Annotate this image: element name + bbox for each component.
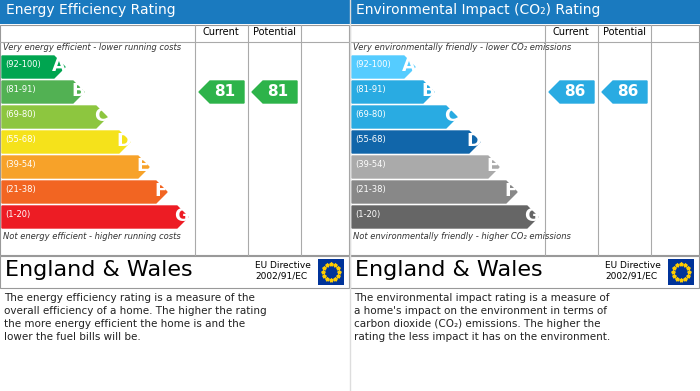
Polygon shape [352, 131, 480, 153]
Polygon shape [352, 156, 499, 178]
Bar [0, 0, 350, 24]
Polygon shape [352, 206, 538, 228]
Bar [0, 25, 349, 255]
Text: 86: 86 [564, 84, 586, 99]
Polygon shape [352, 181, 517, 203]
Text: D: D [116, 132, 132, 150]
Polygon shape [2, 206, 188, 228]
Text: lower the fuel bills will be.: lower the fuel bills will be. [4, 332, 141, 342]
Text: (1-20): (1-20) [5, 210, 30, 219]
Text: The environmental impact rating is a measure of: The environmental impact rating is a mea… [354, 293, 610, 303]
Polygon shape [252, 81, 297, 103]
Text: rating the less impact it has on the environment.: rating the less impact it has on the env… [354, 332, 610, 342]
Polygon shape [2, 156, 149, 178]
Text: overall efficiency of a home. The higher the rating: overall efficiency of a home. The higher… [4, 306, 267, 316]
Text: (55-68): (55-68) [355, 135, 386, 144]
Bar [350, 25, 699, 255]
Text: Current: Current [202, 27, 239, 37]
Polygon shape [2, 81, 84, 103]
Polygon shape [2, 56, 65, 78]
Text: (81-91): (81-91) [355, 85, 386, 94]
Text: Very energy efficient - lower running costs: Very energy efficient - lower running co… [3, 43, 181, 52]
Polygon shape [352, 81, 434, 103]
Text: Not energy efficient - higher running costs: Not energy efficient - higher running co… [3, 232, 181, 241]
Text: EU Directive
2002/91/EC: EU Directive 2002/91/EC [255, 261, 311, 280]
Text: (1-20): (1-20) [355, 210, 380, 219]
Text: a home's impact on the environment in terms of: a home's impact on the environment in te… [354, 306, 607, 316]
Text: carbon dioxide (CO₂) emissions. The higher the: carbon dioxide (CO₂) emissions. The high… [354, 319, 601, 329]
Polygon shape [2, 106, 107, 128]
Text: F: F [505, 182, 517, 200]
Text: Environmental Impact (CO₂) Rating: Environmental Impact (CO₂) Rating [356, 3, 601, 17]
Text: (92-100): (92-100) [355, 60, 391, 69]
Text: 81: 81 [267, 84, 288, 99]
Text: (21-38): (21-38) [5, 185, 36, 194]
Text: EU Directive
2002/91/EC: EU Directive 2002/91/EC [605, 261, 661, 280]
Polygon shape [352, 106, 457, 128]
Text: The energy efficiency rating is a measure of the: The energy efficiency rating is a measur… [4, 293, 255, 303]
Bar [350, 0, 700, 24]
Text: Energy Efficiency Rating: Energy Efficiency Rating [6, 3, 176, 17]
Text: England & Wales: England & Wales [5, 260, 193, 280]
Text: F: F [155, 182, 167, 200]
Bar [350, 256, 699, 288]
Text: (55-68): (55-68) [5, 135, 36, 144]
Text: (81-91): (81-91) [5, 85, 36, 94]
Text: B: B [421, 82, 435, 100]
Bar [0, 256, 349, 288]
Bar [318, 259, 344, 285]
Text: the more energy efficient the home is and the: the more energy efficient the home is an… [4, 319, 245, 329]
Text: Current: Current [552, 27, 589, 37]
Text: B: B [71, 82, 85, 100]
Text: C: C [94, 107, 108, 125]
Text: G: G [174, 207, 190, 225]
Polygon shape [602, 81, 647, 103]
Text: (21-38): (21-38) [355, 185, 386, 194]
Polygon shape [2, 181, 167, 203]
Text: C: C [444, 107, 458, 125]
Text: 81: 81 [214, 84, 236, 99]
Text: E: E [137, 157, 149, 175]
Text: 86: 86 [617, 84, 638, 99]
Text: G: G [524, 207, 540, 225]
Text: A: A [402, 57, 416, 75]
Bar [668, 259, 694, 285]
Text: England & Wales: England & Wales [355, 260, 542, 280]
Text: D: D [466, 132, 482, 150]
Text: Potential: Potential [603, 27, 645, 37]
Text: E: E [487, 157, 499, 175]
Text: (39-54): (39-54) [5, 160, 36, 169]
Polygon shape [199, 81, 244, 103]
Text: (92-100): (92-100) [5, 60, 41, 69]
Text: (39-54): (39-54) [355, 160, 386, 169]
Text: Very environmentally friendly - lower CO₂ emissions: Very environmentally friendly - lower CO… [353, 43, 571, 52]
Text: (69-80): (69-80) [355, 110, 386, 119]
Polygon shape [352, 56, 415, 78]
Text: (69-80): (69-80) [5, 110, 36, 119]
Text: Not environmentally friendly - higher CO₂ emissions: Not environmentally friendly - higher CO… [353, 232, 571, 241]
Polygon shape [549, 81, 594, 103]
Text: A: A [52, 57, 66, 75]
Polygon shape [2, 131, 130, 153]
Text: Potential: Potential [253, 27, 295, 37]
